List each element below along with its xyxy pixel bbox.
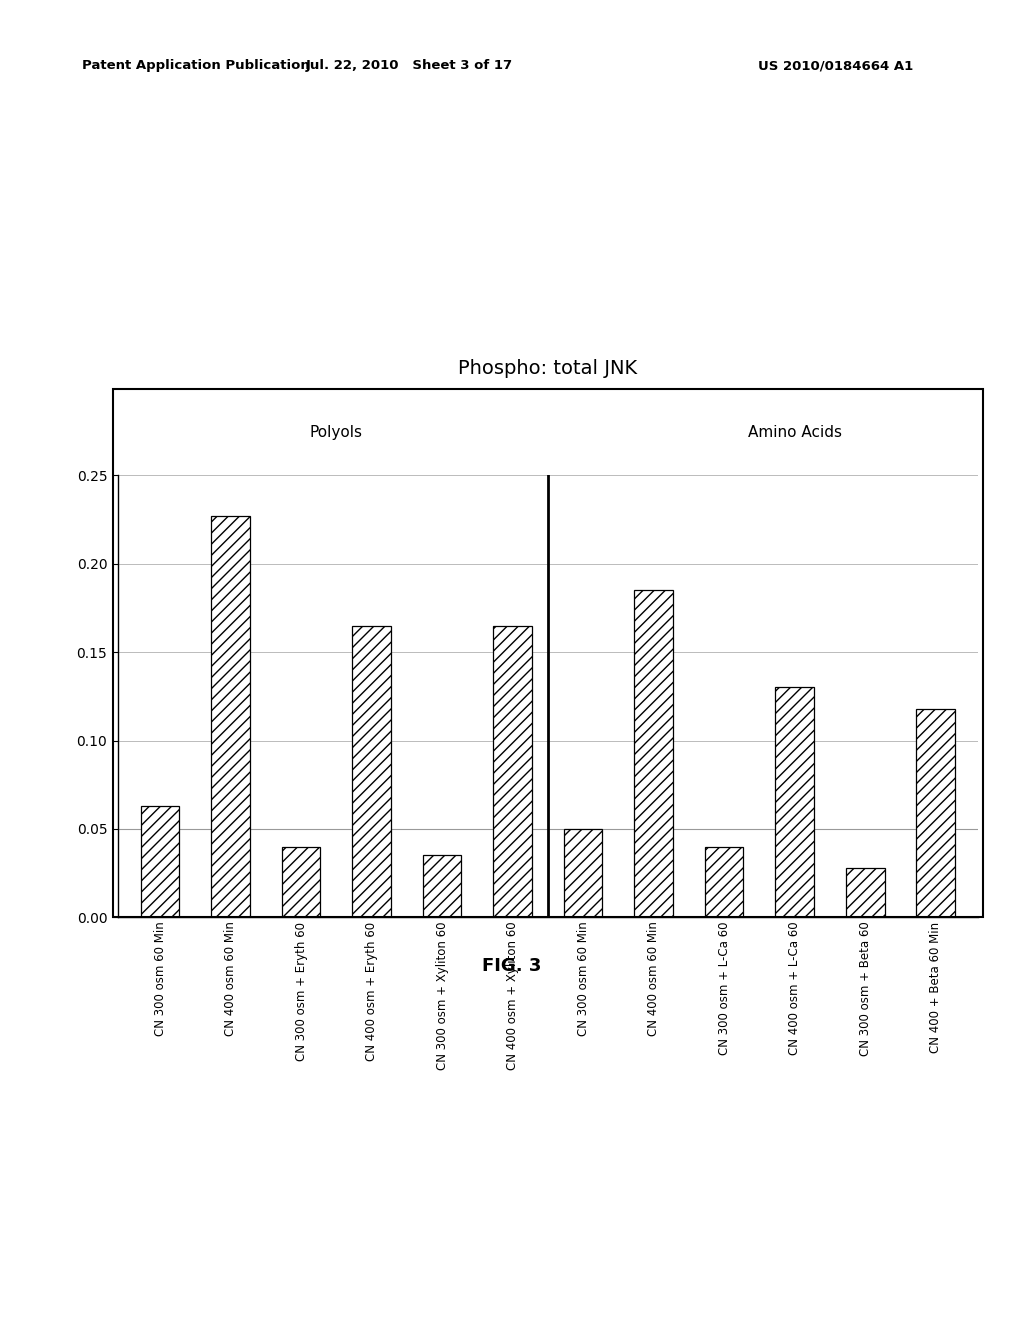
Bar	[634, 590, 673, 917]
Bar	[352, 626, 391, 917]
Text: US 2010/0184664 A1: US 2010/0184664 A1	[758, 59, 913, 73]
Bar	[775, 688, 814, 917]
Text: Jul. 22, 2010   Sheet 3 of 17: Jul. 22, 2010 Sheet 3 of 17	[306, 59, 513, 73]
Bar	[423, 855, 462, 917]
Text: Phospho: total JNK: Phospho: total JNK	[459, 359, 637, 378]
Bar	[846, 867, 885, 917]
Bar	[705, 846, 743, 917]
Bar	[282, 846, 321, 917]
Bar	[140, 807, 179, 917]
Bar	[211, 516, 250, 917]
Text: FIG. 3: FIG. 3	[482, 957, 542, 975]
Bar	[494, 626, 532, 917]
Bar	[563, 829, 602, 917]
Text: Polyols: Polyols	[310, 425, 362, 440]
Bar	[916, 709, 955, 917]
Text: Amino Acids: Amino Acids	[748, 425, 842, 440]
Text: Patent Application Publication: Patent Application Publication	[82, 59, 309, 73]
